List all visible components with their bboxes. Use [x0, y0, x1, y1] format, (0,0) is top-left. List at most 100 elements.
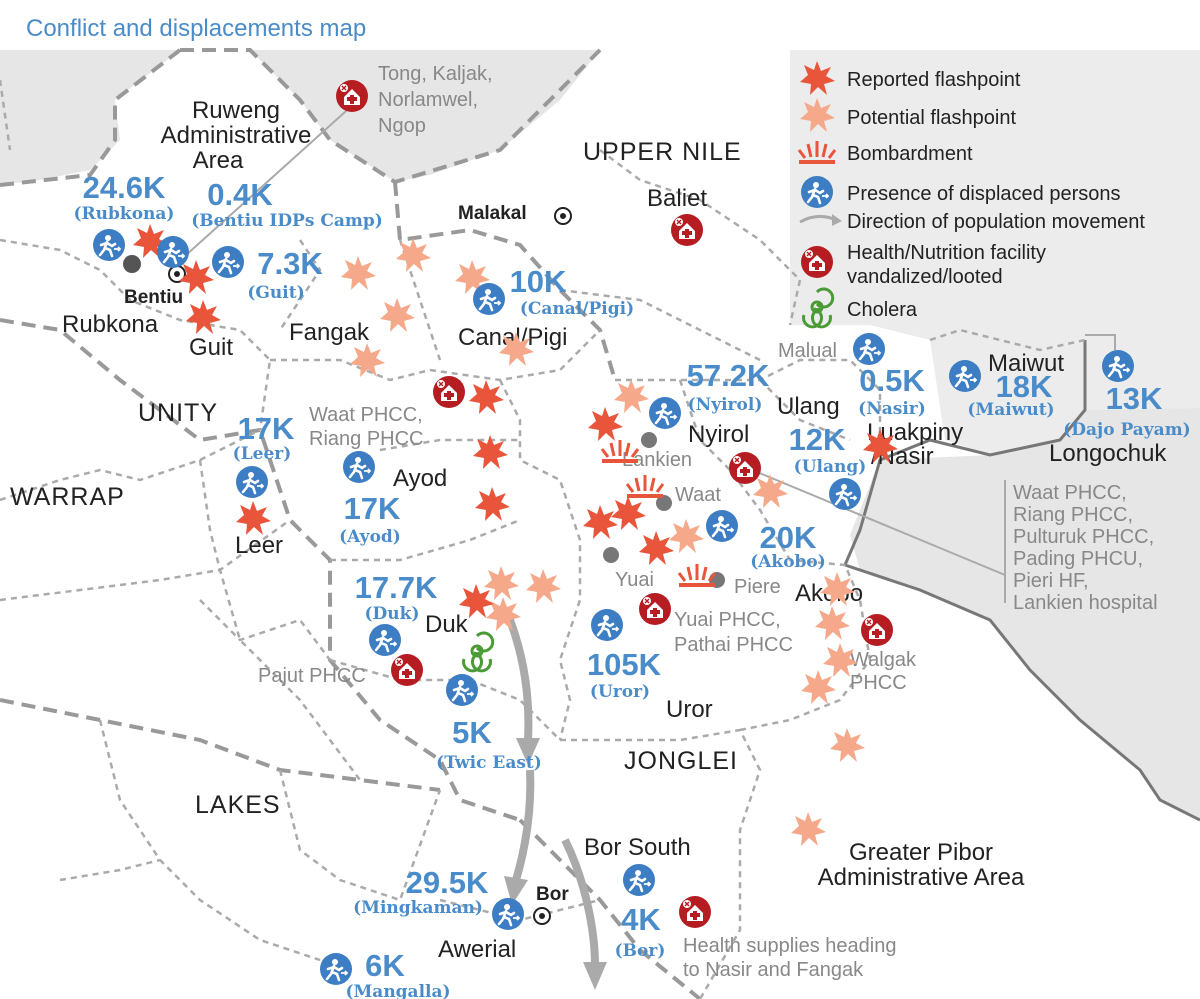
displaced-person-icon — [234, 464, 270, 500]
displacement-value: 10K — [510, 264, 567, 299]
state-jonglei: JONGLEI — [624, 747, 738, 775]
state-ruweng-2: Administrative — [161, 122, 312, 149]
displacement-value: 7.3K — [257, 246, 323, 281]
displaced-person-icon — [947, 358, 983, 394]
bor-marker — [533, 907, 551, 925]
facility-supplies-1: Health supplies heading — [683, 935, 897, 957]
displacement-value: 29.5K — [406, 865, 489, 900]
place-malual: Malual — [778, 340, 837, 362]
state-border-north — [180, 48, 602, 185]
places: Lankien Waat Yuai Piere Malual — [603, 340, 837, 598]
county-duk: Duk — [425, 611, 469, 638]
town-bentiu: Bentiu — [124, 287, 183, 308]
town-malakal: Malakal — [458, 203, 527, 224]
state-upper-nile: UPPER NILE — [583, 138, 742, 166]
potential-flashpoint-icon — [484, 566, 519, 600]
displaced-person-icon — [155, 234, 191, 270]
displacement-area: (Duk) — [365, 604, 420, 624]
displacement-value: 17K — [344, 491, 401, 526]
state-pibor-1: Greater Pibor — [849, 839, 993, 866]
facility-supplies-2: to Nasir and Fangak — [683, 959, 864, 981]
displacement-area: (Nasir) — [858, 399, 926, 419]
displacement-area: (Mingkaman) — [353, 898, 483, 918]
legend-cholera-icon — [802, 287, 835, 329]
displacement-value: 0.4K — [207, 177, 273, 212]
direction-arrows — [174, 102, 1116, 990]
reported-flashpoint-icon — [639, 531, 674, 565]
displacement-value: 20K — [760, 520, 817, 555]
displacement-area: (Maiwut) — [967, 400, 1054, 420]
place-piere: Piere — [734, 576, 781, 598]
state-pibor-2: Administrative Area — [818, 864, 1025, 891]
legend-displaced: Presence of displaced persons — [847, 183, 1121, 205]
reported-flashpoint-icon — [186, 300, 221, 334]
potential-flashpoint-icon — [801, 670, 836, 704]
map-title: Conflict and displacements map — [26, 15, 366, 42]
county-fangak: Fangak — [289, 319, 370, 346]
legend: Reported flashpoint Potential flashpoint… — [797, 61, 1145, 329]
facility-list-1: Waat PHCC, — [1013, 482, 1127, 504]
facility-list-5: Pieri HF, — [1013, 570, 1089, 592]
reported-flashpoint-icon — [179, 260, 214, 294]
potential-flashpoint-icon — [526, 569, 561, 603]
facility-list-4: Pading PHCU, — [1013, 548, 1143, 570]
displacement-value: 0.5K — [859, 363, 925, 398]
displaced-person-icon — [471, 281, 507, 317]
displacement-value: 17K — [238, 411, 295, 446]
displaced-person-icon — [621, 862, 657, 898]
displacement-area: (Mangalla) — [345, 982, 450, 999]
potential-flashpoint-icon — [815, 606, 850, 640]
state-border-lakes — [0, 698, 441, 792]
state-border-south — [518, 818, 702, 999]
displacement-value: 12K — [789, 422, 846, 457]
displaced-person-icon — [91, 227, 127, 263]
facility-walgak-2: PHCC — [850, 672, 907, 694]
towns: Bentiu Malakal Bor — [123, 203, 572, 925]
health-facility-icon — [638, 592, 672, 626]
state-ruweng-1: Ruweng — [192, 97, 280, 124]
displacement-area: (Canal/Pigi) — [520, 299, 634, 319]
potential-flashpoint-icon — [791, 812, 826, 846]
facility-waat-1: Waat PHCC, — [309, 404, 423, 426]
displacement-area: (Uror) — [590, 682, 650, 702]
town-bor: Bor — [536, 884, 569, 905]
displacement-value: 5K — [452, 715, 492, 750]
intl-border-south — [844, 563, 1200, 822]
facility-pajut: Pajut PHCC — [258, 665, 366, 687]
county-baliet: Baliet — [647, 185, 707, 212]
reported-flashpoint-icon — [583, 505, 618, 539]
facility-list-6: Lankien hospital — [1013, 592, 1158, 614]
legend-health-icon — [800, 245, 834, 279]
displacement-value: 13K — [1106, 381, 1163, 416]
displacement-value: 18K — [996, 369, 1053, 404]
potential-flashpoint-icon — [753, 474, 788, 508]
county-awerial: Awerial — [438, 936, 516, 963]
facility-list-2: Riang PHCC, — [1013, 504, 1133, 526]
legend-potential-flashpoint: Potential flashpoint — [847, 107, 1016, 129]
state-lakes: LAKES — [195, 791, 281, 819]
state-border-unity-jonglei — [0, 318, 521, 822]
potential-flashpoint-icon — [380, 298, 415, 332]
displacement-area: (Nyirol) — [688, 395, 763, 415]
place-yuai: Yuai — [615, 569, 654, 591]
displacement-area: (Leer) — [233, 444, 292, 464]
legend-area — [790, 50, 1200, 455]
potential-flashpoint-icon — [614, 379, 649, 413]
state-warrap: WARRAP — [10, 483, 125, 511]
health-facility-icon — [860, 613, 894, 647]
facility-yuai-1: Yuai PHCC, — [674, 609, 781, 631]
displaced-person-icon — [827, 476, 863, 512]
displacement-labels: 24.6K (Rubkona) 0.4K (Bentiu IDPs Camp) … — [74, 170, 1191, 999]
county-bor-south: Bor South — [584, 834, 691, 861]
displacement-area: (Guit) — [247, 283, 304, 303]
county-ulang: Ulang — [777, 393, 840, 420]
displaced-person-icon — [704, 508, 740, 544]
place-lankien: Lankien — [622, 449, 692, 471]
legend-displaced-icon — [799, 174, 835, 210]
intl-border-north — [843, 340, 1087, 566]
county-maiwut: Maiwut — [988, 350, 1064, 377]
county-labels: Rubkona Guit Fangak Canal/Pigi Baliet Le… — [62, 185, 1167, 963]
facility-tong-3: Ngop — [378, 115, 426, 137]
potential-flashpoint-icon — [669, 519, 704, 553]
legend-bombardment: Bombardment — [847, 143, 973, 165]
